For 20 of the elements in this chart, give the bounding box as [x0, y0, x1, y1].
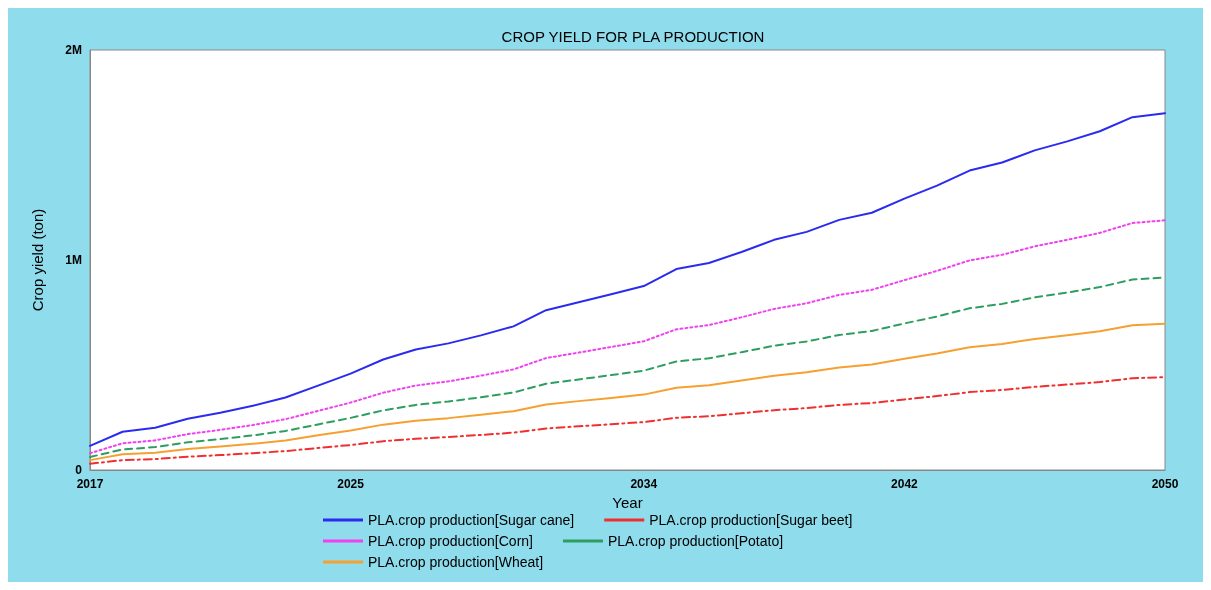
y-tick-label: 2M: [65, 43, 82, 57]
chart-title: CROP YIELD FOR PLA PRODUCTION: [501, 28, 765, 45]
legend-label: PLA.crop production[Sugar cane]: [368, 512, 575, 528]
legend-label: PLA.crop production[Wheat]: [368, 554, 544, 570]
y-axis-title: Crop yield (ton): [29, 208, 46, 312]
y-tick-label: 0: [75, 463, 83, 477]
x-tick-label: 2025: [337, 477, 365, 491]
x-tick-label: 2034: [630, 477, 658, 491]
line-series: [89, 322, 1166, 462]
legend-label: PLA.crop production[Corn]: [368, 533, 533, 549]
line-series: [89, 219, 1166, 455]
line-series: [89, 376, 1166, 465]
x-axis-title: Year: [612, 493, 643, 511]
x-tick-label: 2050: [1151, 477, 1179, 491]
line-series: [89, 112, 1166, 447]
legend-label: PLA.crop production[Potato]: [607, 533, 784, 549]
x-tick-label: 2017: [76, 477, 104, 491]
legend-label: PLA.crop production[Sugar beet]: [649, 512, 853, 528]
x-tick-label: 2042: [891, 477, 919, 491]
y-tick-label: 1M: [65, 253, 82, 267]
